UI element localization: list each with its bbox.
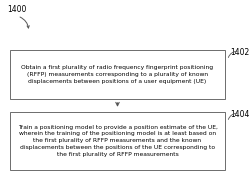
Text: 1404: 1404 <box>230 110 250 119</box>
Bar <box>10 112 225 170</box>
Text: 1400: 1400 <box>8 5 27 14</box>
Text: Train a positioning model to provide a position estimate of the UE,
wherein the : Train a positioning model to provide a p… <box>18 125 218 157</box>
Bar <box>10 50 225 99</box>
Text: 1402: 1402 <box>230 48 249 57</box>
Text: Obtain a first plurality of radio frequency fingerprint positioning
(RFFP) measu: Obtain a first plurality of radio freque… <box>22 65 214 84</box>
